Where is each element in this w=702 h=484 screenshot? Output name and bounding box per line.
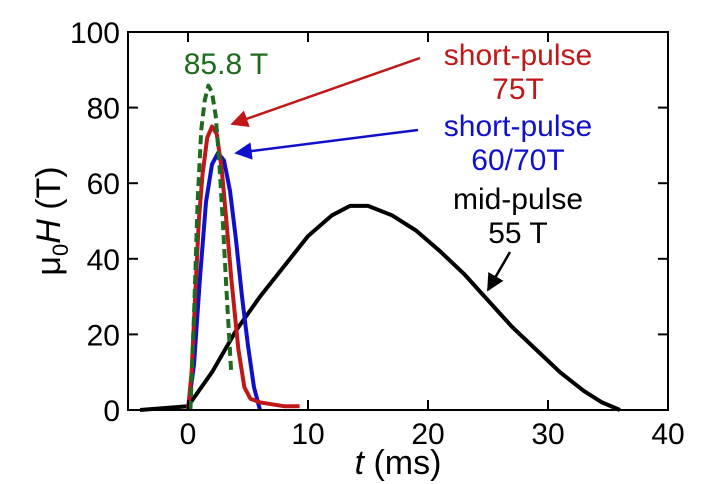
annotation-short75-line-0: short-pulse (444, 39, 592, 72)
series-line-short6070 (186, 151, 262, 411)
y-axis-label-sub: 0 (48, 244, 73, 256)
y-tick-label: 20 (87, 319, 120, 352)
y-axis-label-var: H (30, 219, 68, 244)
annotation-peak-line-0: 85.8 T (184, 48, 269, 81)
x-tick-label: 10 (291, 418, 324, 451)
x-tick-label: 0 (180, 418, 197, 451)
plot-series (139, 83, 621, 412)
x-axis-label-unit: (ms) (364, 444, 441, 482)
y-tick-label: 80 (87, 93, 120, 126)
arrow-mid (486, 251, 512, 292)
x-tick-label: 30 (531, 418, 564, 451)
y-tick-label: 40 (87, 244, 120, 277)
x-axis-label: t (ms) (355, 444, 442, 482)
x-tick-label: 20 (411, 418, 444, 451)
annotation-short6070-line-1: 60/70T (471, 144, 564, 177)
axis-ticks: 0 10 20 30 40 0 20 40 60 80 100 (70, 17, 685, 451)
y-axis-label-unit: (T) (30, 166, 68, 219)
annotation-mid-line-0: mid-pulse (453, 183, 583, 216)
plot-frame (127, 31, 669, 411)
y-tick-label: 60 (87, 168, 120, 201)
x-axis-label-var: t (355, 444, 366, 482)
annotation-short75-line-1: 75T (492, 73, 544, 106)
arrow-short75 (230, 56, 421, 128)
annotation-short6070-line-0: short-pulse (444, 110, 592, 143)
y-axis-label: μ0H (T) (30, 166, 73, 275)
y-axis-label-mu: μ (30, 256, 68, 276)
arrow-short6070 (234, 128, 419, 160)
y-tick-label: 100 (70, 17, 120, 50)
series-line-mid (139, 203, 621, 412)
x-tick-label: 40 (651, 418, 684, 451)
series-line-peak858 (188, 83, 234, 411)
y-tick-label: 0 (103, 395, 120, 428)
annotation-mid-line-1: 55 T (488, 217, 548, 250)
